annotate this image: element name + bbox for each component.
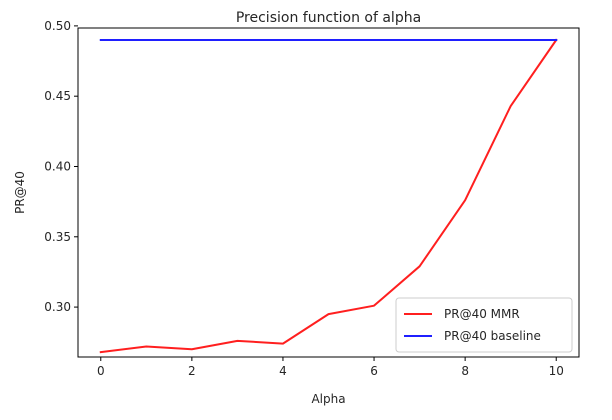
- x-tick-label: 0: [97, 364, 105, 378]
- x-tick-label: 2: [188, 364, 196, 378]
- y-tick-label: 0.45: [44, 89, 71, 103]
- x-tick-label: 6: [370, 364, 378, 378]
- y-tick-label: 0.30: [44, 300, 71, 314]
- y-tick-label: 0.40: [44, 159, 71, 173]
- x-axis-title: Alpha: [311, 392, 345, 406]
- axes: 0 2 4 6 8 10 0.30 0.35 0.40 0.45 0.50: [44, 19, 580, 378]
- x-tick-label: 4: [279, 364, 287, 378]
- y-tick-label: 0.35: [44, 230, 71, 244]
- legend: PR@40 MMR PR@40 baseline: [395, 297, 573, 353]
- plot-area: [99, 38, 558, 354]
- legend-label-1: PR@40 MMR: [444, 307, 520, 321]
- y-tick-label: 0.50: [44, 19, 71, 33]
- x-tick-label: 8: [461, 364, 469, 378]
- plot-frame: [77, 27, 580, 358]
- legend-box: [395, 297, 573, 353]
- y-axis-title: PR@40: [13, 171, 27, 214]
- chart-title: Precision function of alpha: [236, 10, 421, 26]
- series-line-1: [99, 38, 558, 354]
- x-tick-label: 10: [549, 364, 564, 378]
- legend-label-2: PR@40 baseline: [444, 329, 541, 343]
